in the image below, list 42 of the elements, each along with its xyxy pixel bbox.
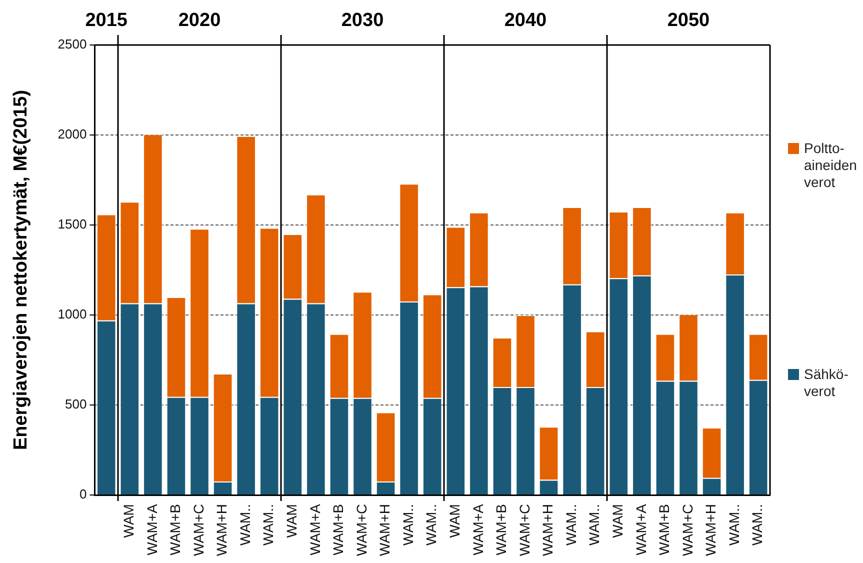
y-tick-label: 1500 <box>58 216 87 232</box>
x-tick-label: WAM+B <box>656 504 672 556</box>
text: 2015 <box>85 10 128 32</box>
x-tick-label: WAM.. <box>400 504 416 546</box>
x-tick-label: WAM+H <box>214 504 230 556</box>
x-tick-label: WAM+H <box>540 504 556 556</box>
x-tick-label: WAM.. <box>423 504 440 546</box>
text: 2040 <box>504 10 547 32</box>
x-tick-label: WAM+C <box>353 504 370 556</box>
x-tick-label: WAM+A <box>306 503 323 556</box>
x-tick-label: WAM+A <box>470 503 486 556</box>
y-tick-label: 0 <box>79 486 87 502</box>
text: 2020 <box>178 10 221 32</box>
x-tick-label: WAM+B <box>493 504 510 556</box>
x-tick-label: WAM+A <box>632 503 649 556</box>
x-tick-label: WAM+H <box>702 504 719 556</box>
text: 2050 <box>667 10 710 32</box>
y-tick-label: 2500 <box>58 36 87 52</box>
x-tick-label: WAM.. <box>260 504 276 546</box>
x-tick-label: WAM+C <box>190 504 206 556</box>
x-tick-label: WAM+C <box>516 504 532 556</box>
x-tick-label: WAM+H <box>376 504 393 556</box>
x-tick-label: WAM.. <box>749 504 766 546</box>
y-tick-label: 500 <box>65 396 87 412</box>
legend-label: Poltto-aineiden verot <box>804 140 858 191</box>
x-tick-label: WAM.. <box>586 504 602 546</box>
x-tick-label: WAM <box>610 504 626 538</box>
x-tick-label: WAM.. <box>236 504 253 546</box>
text: 2030 <box>341 10 384 32</box>
y-tick-label: 1000 <box>58 306 87 322</box>
x-tick-label: WAM.. <box>726 504 742 546</box>
x-tick-label: WAM+B <box>330 504 346 556</box>
x-tick-label: WAM <box>120 504 137 538</box>
x-tick-label: WAM+A <box>144 503 160 556</box>
x-tick-label: WAM+B <box>167 504 184 556</box>
x-tick-label: WAM <box>284 504 300 538</box>
x-tick-label: WAM+C <box>679 504 696 556</box>
x-tick-label: WAM <box>446 504 463 538</box>
legend-label: Sähkö-verot <box>804 366 850 400</box>
x-tick-label: WAM.. <box>562 504 579 546</box>
y-axis-title: Energiaverojen nettokertymät, M€(2015) <box>10 90 32 450</box>
y-tick-label: 2000 <box>58 126 87 142</box>
